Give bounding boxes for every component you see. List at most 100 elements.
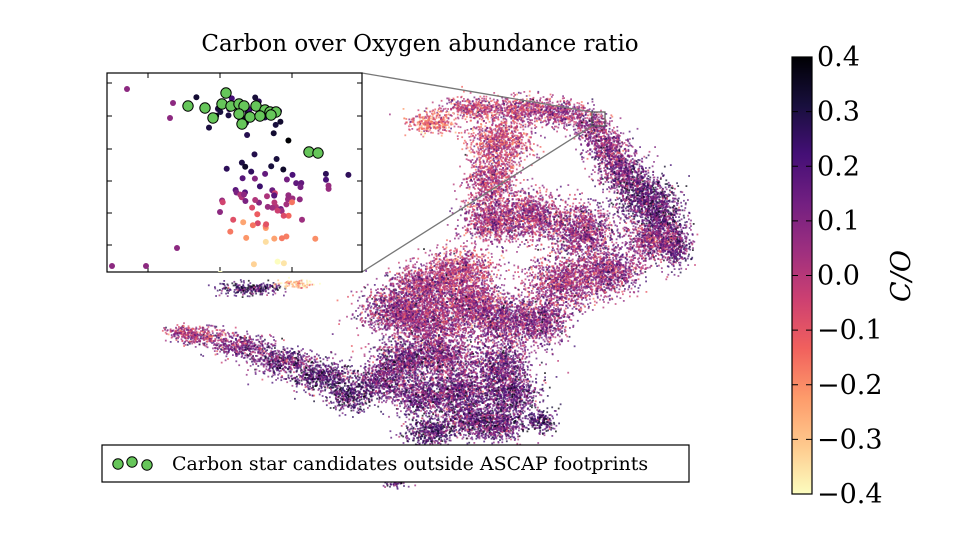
cloud-point <box>441 135 443 137</box>
cloud-point <box>618 152 620 154</box>
cloud-point <box>655 189 657 191</box>
cloud-point <box>679 220 681 222</box>
cloud-point <box>428 130 430 132</box>
cloud-point <box>469 111 471 113</box>
cloud-point <box>675 225 677 227</box>
cloud-point <box>469 114 471 116</box>
cloud-point <box>629 138 631 140</box>
cloud-point <box>493 99 495 101</box>
cloud-point <box>619 149 621 151</box>
cloud-point <box>680 268 682 270</box>
cloud-point <box>623 164 625 166</box>
cloud-point <box>592 127 594 129</box>
cloud-point <box>679 210 681 212</box>
cloud-point <box>634 151 636 153</box>
cloud-point <box>641 158 643 160</box>
cloud-point <box>653 198 655 200</box>
cloud-point <box>436 122 438 124</box>
cloud-point <box>675 195 677 197</box>
cloud-point <box>653 179 655 181</box>
cloud-point <box>570 98 572 100</box>
cloud-point <box>616 192 618 194</box>
cloud-point <box>440 118 442 120</box>
cloud-point <box>562 98 564 100</box>
cloud-point <box>588 176 590 178</box>
cloud-point <box>635 160 637 162</box>
cloud-point <box>630 210 632 212</box>
cloud-point <box>538 118 540 120</box>
cloud-point <box>581 101 583 103</box>
cloud-point <box>625 139 627 141</box>
cloud-point <box>450 99 452 101</box>
cloud-point <box>674 188 676 190</box>
cloud-point <box>600 110 602 112</box>
cloud-point <box>565 109 567 111</box>
cloud-point <box>614 178 616 180</box>
cloud-point <box>630 203 632 205</box>
cloud-point <box>405 122 407 124</box>
cloud-point <box>537 110 539 112</box>
cloud-point <box>692 249 694 251</box>
cloud-point <box>534 124 536 126</box>
cloud-point <box>594 165 596 167</box>
cloud-point <box>535 105 537 107</box>
cloud-point <box>518 103 520 105</box>
cloud-point <box>649 228 651 230</box>
cloud-point <box>471 109 473 111</box>
cloud-point <box>680 191 682 193</box>
cloud-point <box>452 107 454 109</box>
cloud-point <box>642 210 644 212</box>
cloud-point <box>630 178 632 180</box>
cloud-point <box>444 119 446 121</box>
cloud-point <box>409 123 411 125</box>
cloud-point <box>682 209 684 211</box>
cloud-point <box>658 198 660 200</box>
cloud-point <box>621 158 623 160</box>
cloud-point <box>542 121 544 123</box>
cloud-point <box>625 159 627 161</box>
cloud-point <box>675 222 677 224</box>
cloud-point <box>675 211 677 213</box>
cloud-point <box>549 119 551 121</box>
cloud-point <box>460 96 462 98</box>
cloud-point <box>631 189 633 191</box>
cloud-point <box>674 201 676 203</box>
cloud-point <box>614 180 616 182</box>
cloud-point <box>610 199 612 201</box>
cloud-point <box>667 222 669 224</box>
cloud-point <box>657 155 659 157</box>
cloud-point <box>443 108 445 110</box>
cloud-point <box>529 103 531 105</box>
cloud-point <box>464 109 466 111</box>
cloud-point <box>629 238 631 240</box>
cloud-point <box>560 115 562 117</box>
cloud-point <box>582 134 584 136</box>
cloud-point <box>609 152 611 154</box>
cloud-point <box>655 187 657 189</box>
cloud-point <box>566 101 568 103</box>
cloud-point <box>603 121 605 123</box>
cloud-point <box>680 262 682 264</box>
cloud-point <box>674 268 676 270</box>
cloud-point <box>688 175 690 177</box>
cloud-point <box>412 120 414 122</box>
cloud-point <box>615 164 617 166</box>
cloud-point <box>678 258 680 260</box>
cloud-point <box>540 97 542 99</box>
cloud-point <box>623 167 625 169</box>
cloud-point <box>601 174 603 176</box>
cloud-point <box>548 106 550 108</box>
cloud-point <box>443 117 445 119</box>
cloud-point <box>645 196 647 198</box>
cloud-point <box>591 178 593 180</box>
cloud-point <box>599 130 601 132</box>
cloud-point <box>617 179 619 181</box>
cloud-point <box>526 118 528 120</box>
cloud-point <box>668 261 670 263</box>
cloud-point <box>667 274 669 276</box>
cloud-point <box>514 106 516 108</box>
cloud-point <box>660 191 662 193</box>
cloud-point <box>605 173 607 175</box>
cloud-point <box>563 109 565 111</box>
